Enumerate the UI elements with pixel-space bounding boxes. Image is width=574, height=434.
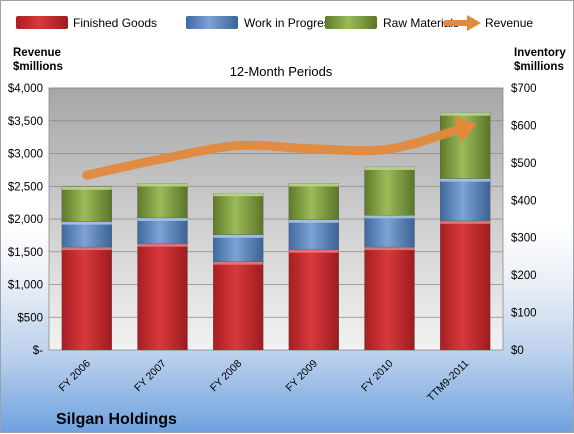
bar-segment-work-in-progress (212, 234, 264, 262)
bar-segment-raw-materials (212, 192, 264, 235)
revenue-series (82, 116, 477, 180)
bar-segment-highlight (440, 112, 491, 116)
right-tick-label: $200 (511, 270, 537, 282)
bar-segment-finished-goods (212, 261, 264, 351)
bar-segment-finished-goods (137, 243, 188, 351)
bar-segment-highlight (440, 220, 491, 224)
bar-segment-highlight (213, 234, 264, 238)
x-tick-label: FY 2009 (284, 358, 321, 395)
bar-segment-highlight (364, 247, 415, 251)
x-tick-label: FY 2008 (208, 358, 245, 395)
legend-label-revenue: Revenue (485, 16, 533, 30)
legend-swatch-revenue (443, 15, 481, 31)
right-tick-label: $0 (511, 345, 524, 357)
right-tick-label: $700 (511, 83, 537, 95)
bar-segment-work-in-progress (439, 178, 491, 222)
left-tick-label: $2,500 (8, 181, 43, 193)
left-tick-label: $4,000 (8, 83, 43, 95)
right-axis-title-line2: $millions (514, 61, 564, 73)
bar-segment-work-in-progress (137, 217, 188, 244)
bar-segment-highlight (213, 193, 264, 197)
bar-segment-highlight (137, 217, 188, 221)
left-tick-label: $1,000 (8, 280, 43, 292)
left-axis-title-line2: $millions (13, 61, 63, 73)
bar-segment-raw-materials (288, 183, 340, 220)
left-tick-label: $3,000 (8, 149, 43, 161)
legend-swatch-work-in-progress (186, 16, 238, 29)
bar-segment-highlight (288, 249, 339, 253)
revenue-line (82, 122, 470, 180)
left-tick-label: $- (33, 345, 43, 357)
x-tick-label: FY 2010 (359, 358, 396, 395)
legend-label-work-in-progress: Work in Progress (244, 16, 336, 30)
bar-segment-work-in-progress (61, 221, 113, 248)
right-axis-ticks: $0 $100 $200 $300 $400 $500 $600 $700 (511, 83, 537, 357)
x-tick-label: FY 2006 (57, 358, 94, 395)
bar-segment-highlight (288, 219, 339, 223)
bar-segment-highlight (137, 243, 188, 247)
right-tick-label: $500 (511, 158, 537, 170)
legend-swatch-finished-goods (16, 16, 68, 29)
bars (61, 112, 491, 351)
right-tick-label: $400 (511, 195, 537, 207)
bar-segment-highlight (61, 221, 112, 225)
bar-segment-finished-goods (364, 246, 415, 351)
bar-segment-work-in-progress (364, 215, 415, 248)
bar-segment-raw-materials (61, 186, 113, 222)
right-axis-title-line1: Inventory (514, 47, 566, 59)
legend-label-finished-goods: Finished Goods (73, 16, 157, 30)
right-tick-label: $600 (511, 120, 537, 132)
bar-segment-highlight (364, 215, 415, 219)
bar-segment-highlight (213, 261, 264, 265)
bar-segment-highlight (288, 183, 339, 187)
x-tick-label: TTM9-2011 (425, 358, 471, 404)
gridlines (49, 87, 503, 318)
bar-segment-work-in-progress (288, 219, 340, 250)
bar-segment-highlight (61, 247, 112, 251)
right-tick-label: $300 (511, 233, 537, 245)
left-tick-label: $1,500 (8, 247, 43, 259)
legend: Finished Goods Work in Progress Raw Mate… (16, 15, 533, 31)
bar-segment-highlight (61, 186, 112, 190)
bar-segment-finished-goods (288, 249, 340, 351)
left-axis-title-line1: Revenue (13, 47, 61, 59)
x-tick-label: FY 2007 (132, 358, 169, 395)
left-tick-label: $3,500 (8, 116, 43, 128)
chart-subtitle: 12-Month Periods (230, 64, 333, 79)
left-axis-ticks: $- $500 $1,000 $1,500 $2,000 $2,500 $3,000 $3,5… (8, 83, 43, 357)
bar-segment-raw-materials (364, 166, 415, 216)
bar-segment-finished-goods (439, 220, 491, 351)
bar-segment-finished-goods (61, 246, 113, 351)
left-tick-label: $500 (17, 312, 43, 324)
bar-segment-raw-materials (137, 183, 188, 219)
legend-label-raw-materials: Raw Materials (383, 16, 459, 30)
right-tick-label: $100 (511, 308, 537, 320)
company-name: Silgan Holdings (56, 411, 177, 428)
bar-segment-highlight (364, 166, 415, 170)
legend-swatch-raw-materials (325, 16, 377, 29)
left-tick-label: $2,000 (8, 214, 43, 226)
bar-segment-highlight (440, 178, 491, 182)
x-axis-ticks: FY 2006 FY 2007 FY 2008 FY 2009 FY 2010 TTM9-… (57, 358, 472, 404)
bar-segment-highlight (137, 183, 188, 187)
revenue-arrowhead (453, 116, 477, 143)
